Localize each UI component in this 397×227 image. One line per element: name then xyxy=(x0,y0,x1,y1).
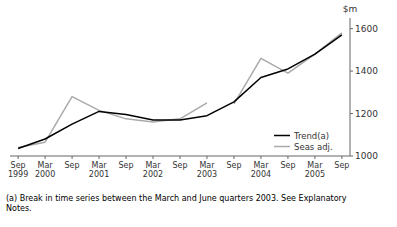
x-tick xyxy=(233,156,234,159)
x-tick xyxy=(72,156,73,159)
legend-swatch xyxy=(274,135,290,137)
legend: Trend(a)Seas adj. xyxy=(274,131,333,152)
x-tick-label-line: Mar xyxy=(199,161,215,170)
x-tick-label-line: Mar xyxy=(145,161,161,170)
x-tick xyxy=(99,156,100,159)
y-tick-label: 1400 xyxy=(355,66,378,76)
y-tick xyxy=(350,113,353,114)
series-line xyxy=(18,35,342,149)
x-tick-label: Mar2003 xyxy=(197,161,217,179)
x-tick-label-line: Sep xyxy=(118,161,133,170)
y-tick xyxy=(350,28,353,29)
x-tick-label-line: 2003 xyxy=(197,170,217,179)
legend-label: Trend(a) xyxy=(293,131,329,141)
y-tick-label: 1000 xyxy=(355,151,378,161)
x-tick-label: Mar2002 xyxy=(143,161,163,179)
x-tick xyxy=(287,156,288,159)
chart: 1000120014001600$mSep1999Mar2000SepMar20… xyxy=(0,0,397,227)
x-tick xyxy=(45,156,46,159)
x-tick xyxy=(180,156,181,159)
x-tick xyxy=(153,156,154,159)
x-tick-label-line: 2001 xyxy=(89,170,109,179)
footnote: (a) Break in time series between the Mar… xyxy=(6,194,347,213)
x-tick-label: Sep xyxy=(172,161,187,170)
footnote-line: (a) Break in time series between the Mar… xyxy=(6,194,347,203)
y-axis-label: $m xyxy=(343,4,358,14)
y-axis xyxy=(350,18,351,156)
x-tick-label-line: Sep xyxy=(172,161,187,170)
x-tick xyxy=(206,156,207,159)
x-tick-label-line: Sep xyxy=(334,161,349,170)
chart-container: 1000120014001600$mSep1999Mar2000SepMar20… xyxy=(0,0,397,227)
y-tick-label: 1600 xyxy=(355,24,378,34)
x-tick-label: Mar2004 xyxy=(251,161,271,179)
series-line xyxy=(18,97,207,148)
legend-swatch xyxy=(274,146,290,148)
x-tick-label-line: 2002 xyxy=(143,170,163,179)
x-tick xyxy=(260,156,261,159)
x-tick-label: Mar2005 xyxy=(305,161,325,179)
x-tick-label: Sep xyxy=(65,161,80,170)
plot-area xyxy=(18,33,342,149)
x-tick-label-line: Mar xyxy=(92,161,108,170)
y-tick xyxy=(350,156,353,157)
x-tick-label-line: Mar xyxy=(38,161,54,170)
x-tick-label-line: Mar xyxy=(253,161,269,170)
x-tick-label-line: 2005 xyxy=(305,170,325,179)
x-tick-label: Sep xyxy=(226,161,241,170)
x-tick-label: Mar2001 xyxy=(89,161,109,179)
legend-label: Seas adj. xyxy=(294,142,333,152)
x-tick xyxy=(341,156,342,159)
x-tick xyxy=(126,156,127,159)
footnote-line: Notes. xyxy=(6,204,32,213)
x-tick-label: Sep1999 xyxy=(8,161,28,179)
x-tick-label-line: 1999 xyxy=(8,170,28,179)
x-tick-label-line: Sep xyxy=(65,161,80,170)
x-tick-label-line: Sep xyxy=(11,161,26,170)
x-tick-label-line: Sep xyxy=(226,161,241,170)
x-tick xyxy=(314,156,315,159)
x-tick-label-line: 2000 xyxy=(35,170,55,179)
x-tick-label: Sep xyxy=(118,161,133,170)
x-tick-label: Sep xyxy=(280,161,295,170)
y-tick xyxy=(350,71,353,72)
x-tick-label-line: Mar xyxy=(307,161,323,170)
x-tick-label-line: 2004 xyxy=(251,170,271,179)
x-tick-label: Sep xyxy=(334,161,349,170)
x-tick xyxy=(18,156,19,159)
y-tick-label: 1200 xyxy=(355,109,378,119)
x-tick-label: Mar2000 xyxy=(35,161,55,179)
x-tick-label-line: Sep xyxy=(280,161,295,170)
